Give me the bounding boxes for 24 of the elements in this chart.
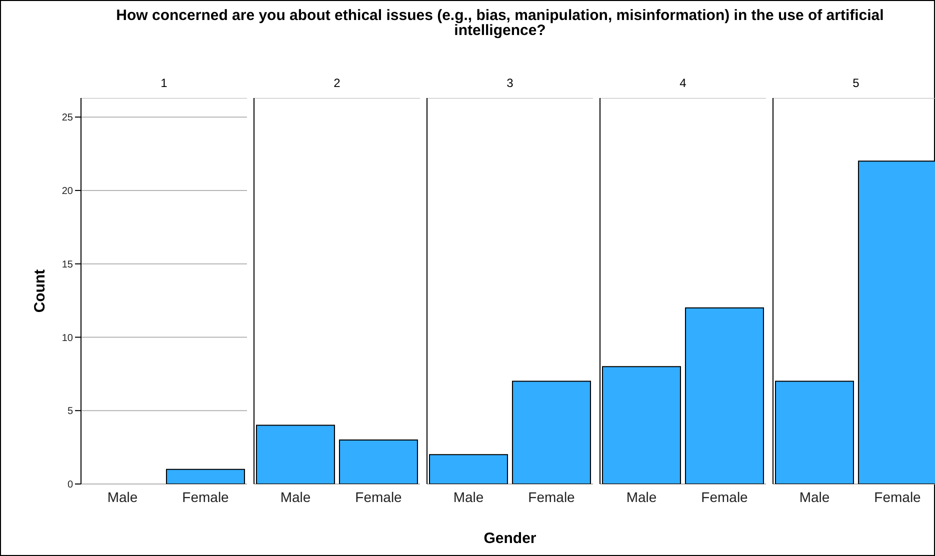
x-tick-label: Female <box>355 488 402 505</box>
x-tick-label: Female <box>182 488 230 505</box>
x-tick-label: Female <box>528 488 576 505</box>
y-tick-label: 20 <box>62 186 74 198</box>
x-axis-title: Gender <box>482 530 538 547</box>
chart-subtitle: 3 <box>506 76 514 90</box>
chart-subtitle: 1 <box>160 76 168 90</box>
y-axis-title: Count <box>31 269 48 313</box>
chart-subtitle: 5 <box>852 76 860 90</box>
x-tick-label: Female <box>701 488 748 505</box>
x-tick-label: Male <box>107 488 138 505</box>
x-tick-label: Male <box>280 488 311 505</box>
x-tick-label: Male <box>626 488 657 505</box>
chart-subtitle: 2 <box>332 76 342 90</box>
y-tick-label: 10 <box>62 332 74 344</box>
x-tick-label: Female <box>874 488 922 505</box>
y-tick-label: 15 <box>62 259 74 270</box>
y-tick-label: 5 <box>67 406 74 418</box>
y-tick-label: 25 <box>62 112 74 124</box>
x-tick-label: Male <box>453 488 484 505</box>
x-tick-label: Male <box>799 488 830 505</box>
chart-subtitle: 4 <box>678 76 688 90</box>
y-tick-label: 0 <box>67 480 74 491</box>
text: How concerned are you about ethical issues (e.g., bias, manipulation, misinformation) in the use of artificial intelligence? <box>115 7 885 39</box>
